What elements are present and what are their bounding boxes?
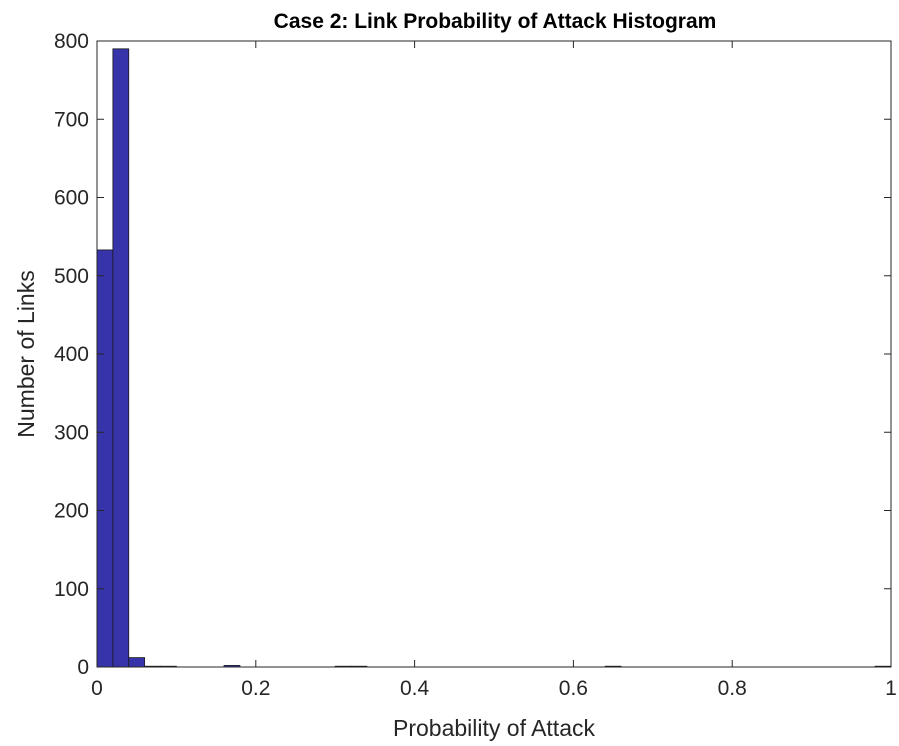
bars-group: [96, 48, 892, 668]
histogram-bar: [112, 48, 130, 668]
y-tick-label: 800: [54, 30, 89, 53]
y-axis: 0 100 200 300 400 500 600 700 800: [54, 30, 891, 679]
y-axis-label: Number of Links: [13, 270, 39, 437]
y-tick-label: 0: [77, 656, 89, 679]
y-tick-label: 300: [54, 421, 89, 444]
x-axis-label: Probability of Attack: [393, 715, 595, 741]
x-tick-label: 0.4: [400, 677, 430, 700]
y-tick-label: 600: [54, 187, 89, 210]
y-tick-label: 200: [54, 500, 89, 523]
chart-title: Case 2: Link Probability of Attack Histo…: [274, 10, 717, 33]
y-tick-label: 500: [54, 265, 89, 288]
y-tick-label: 100: [54, 578, 89, 601]
x-tick-label: 0.6: [559, 677, 588, 700]
y-tick-label: 700: [54, 108, 89, 131]
histogram-bar: [96, 249, 114, 668]
y-tick-label: 400: [54, 343, 89, 366]
plot-area-frame: [96, 40, 892, 668]
x-tick-label: 0.2: [241, 677, 270, 700]
histogram-bar: [128, 657, 146, 668]
x-tick-label: 0: [91, 677, 103, 700]
x-tick-label: 0.8: [718, 677, 747, 700]
x-axis: 0 0.2 0.4 0.6 0.8 1: [91, 41, 897, 700]
x-tick-label: 1: [885, 677, 897, 700]
